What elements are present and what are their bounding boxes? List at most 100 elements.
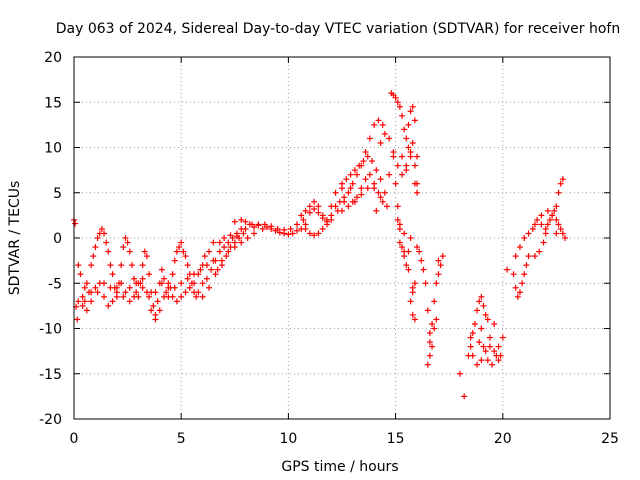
data-point	[381, 130, 388, 137]
data-point	[199, 280, 206, 287]
data-point	[386, 171, 393, 178]
data-point	[212, 271, 219, 278]
data-point	[371, 121, 378, 128]
data-point	[347, 171, 354, 178]
data-point	[210, 239, 217, 246]
data-point	[118, 280, 125, 287]
data-point	[358, 191, 365, 198]
data-point	[182, 289, 189, 296]
data-point	[403, 167, 410, 174]
data-point	[163, 289, 170, 296]
data-point	[474, 307, 481, 314]
data-point	[105, 248, 112, 255]
data-point	[409, 289, 416, 296]
data-point	[139, 262, 146, 269]
data-point	[407, 108, 414, 115]
data-point	[238, 216, 245, 223]
data-point	[341, 198, 348, 205]
data-point	[319, 212, 326, 219]
data-point	[255, 222, 262, 229]
data-point	[354, 171, 361, 178]
data-point	[467, 343, 474, 350]
data-point	[118, 262, 125, 269]
data-point	[281, 226, 288, 233]
data-point	[92, 284, 99, 291]
data-point	[332, 189, 339, 196]
data-point	[469, 330, 476, 337]
data-point	[544, 207, 551, 214]
data-point	[478, 293, 485, 300]
data-point	[92, 244, 99, 251]
data-point	[399, 171, 406, 178]
data-point	[422, 280, 429, 287]
data-point	[510, 271, 517, 278]
data-point	[435, 271, 442, 278]
data-point	[491, 348, 498, 355]
data-point	[394, 162, 401, 169]
data-point	[409, 139, 416, 146]
data-point	[79, 302, 86, 309]
data-point	[126, 284, 133, 291]
data-point	[373, 167, 380, 174]
x-tick-labels: 0 5 10 15 20 25	[70, 431, 619, 447]
x-tick-label: 10	[279, 431, 297, 447]
data-point	[364, 185, 371, 192]
data-point	[323, 221, 330, 228]
data-point	[101, 293, 108, 300]
x-tick-label: 25	[601, 431, 619, 447]
data-point	[495, 357, 502, 364]
data-point	[424, 307, 431, 314]
data-point	[171, 284, 178, 291]
data-point	[169, 271, 176, 278]
data-point	[405, 266, 412, 273]
data-point	[366, 171, 373, 178]
data-point	[403, 262, 410, 269]
data-point	[499, 334, 506, 341]
data-point	[146, 271, 153, 278]
data-point	[193, 293, 200, 300]
data-point	[161, 293, 168, 300]
data-point	[377, 139, 384, 146]
chart-title: Day 063 of 2024, Sidereal Day-to-day VTE…	[56, 21, 620, 37]
data-point	[416, 248, 423, 255]
data-point	[158, 266, 165, 273]
data-point	[559, 230, 566, 237]
y-tick-labels: -20 -15 -10 -5 0 5 10 15 20	[39, 50, 62, 428]
data-point	[289, 230, 296, 237]
data-point	[214, 266, 221, 273]
data-point	[150, 302, 157, 309]
data-point	[98, 225, 105, 232]
data-point	[251, 230, 258, 237]
data-point	[231, 244, 238, 251]
data-point	[128, 262, 135, 269]
data-point	[362, 176, 369, 183]
data-point	[158, 280, 165, 287]
data-point	[394, 216, 401, 223]
data-point	[315, 230, 322, 237]
data-point	[426, 352, 433, 359]
data-point	[377, 194, 384, 201]
data-point	[178, 280, 185, 287]
data-point	[394, 203, 401, 210]
data-point	[306, 203, 313, 210]
data-point	[489, 361, 496, 368]
data-point	[195, 289, 202, 296]
data-point	[75, 298, 82, 305]
data-point	[514, 293, 521, 300]
data-point	[531, 221, 538, 228]
data-point	[122, 289, 129, 296]
data-point	[225, 239, 232, 246]
data-points	[71, 90, 568, 400]
data-point	[540, 239, 547, 246]
data-point	[306, 230, 313, 237]
x-axis-label: GPS time / hours	[281, 459, 398, 475]
data-point	[484, 316, 491, 323]
data-point	[218, 257, 225, 264]
data-point	[216, 239, 223, 246]
y-axis-label: SDTVAR / TECUs	[7, 181, 23, 296]
data-point	[366, 135, 373, 142]
data-point	[152, 316, 159, 323]
x-tick-label: 20	[494, 431, 512, 447]
data-point	[139, 275, 146, 282]
data-point	[126, 298, 133, 305]
